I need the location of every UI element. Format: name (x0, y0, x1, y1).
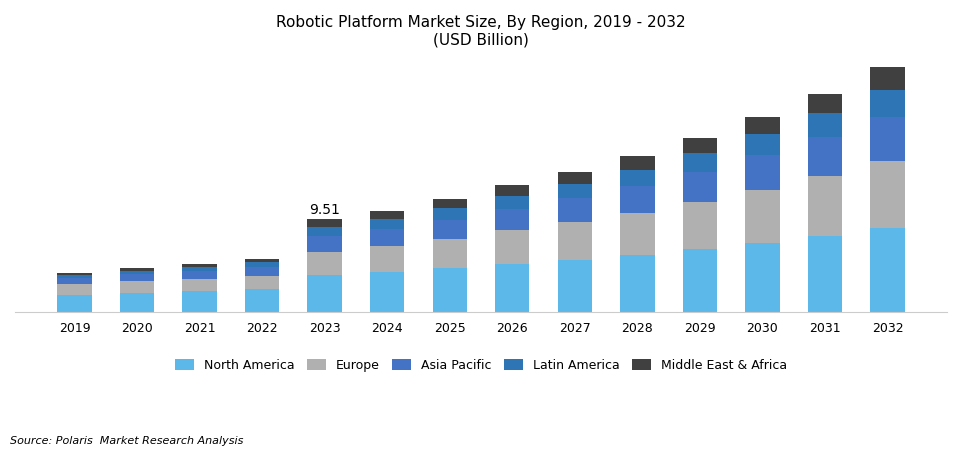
Bar (370, 211, 404, 219)
Bar (370, 219, 404, 229)
Bar (245, 262, 279, 267)
Bar (58, 273, 91, 274)
Bar (245, 289, 279, 312)
Bar (432, 220, 466, 239)
Bar (870, 117, 903, 161)
Bar (620, 186, 653, 213)
Bar (495, 265, 529, 312)
Bar (682, 249, 716, 312)
Bar (58, 284, 91, 295)
Bar (308, 236, 341, 252)
Bar (557, 260, 591, 312)
Bar (432, 199, 466, 208)
Bar (557, 172, 591, 184)
Bar (495, 209, 529, 230)
Bar (432, 268, 466, 312)
Bar (620, 213, 653, 255)
Bar (807, 235, 841, 312)
Bar (495, 230, 529, 265)
Bar (682, 171, 716, 202)
Bar (58, 278, 91, 284)
Bar (245, 259, 279, 262)
Bar (807, 113, 841, 137)
Bar (682, 153, 716, 171)
Bar (495, 196, 529, 209)
Bar (745, 155, 778, 189)
Legend: North America, Europe, Asia Pacific, Latin America, Middle East & Africa: North America, Europe, Asia Pacific, Lat… (170, 354, 791, 377)
Bar (807, 94, 841, 113)
Bar (183, 271, 216, 279)
Bar (620, 156, 653, 170)
Bar (870, 90, 903, 117)
Bar (745, 135, 778, 155)
Bar (245, 275, 279, 289)
Bar (870, 161, 903, 228)
Bar (120, 274, 154, 281)
Bar (745, 243, 778, 312)
Bar (682, 202, 716, 249)
Bar (183, 291, 216, 312)
Bar (745, 189, 778, 243)
Bar (308, 275, 341, 312)
Bar (308, 219, 341, 227)
Bar (495, 185, 529, 196)
Bar (370, 246, 404, 272)
Bar (870, 228, 903, 312)
Bar (308, 227, 341, 236)
Bar (870, 67, 903, 90)
Bar (183, 264, 216, 267)
Bar (58, 295, 91, 312)
Bar (370, 229, 404, 246)
Bar (183, 267, 216, 271)
Bar (432, 208, 466, 220)
Bar (370, 272, 404, 312)
Bar (807, 176, 841, 235)
Bar (807, 137, 841, 176)
Bar (120, 281, 154, 292)
Bar (183, 279, 216, 291)
Bar (120, 292, 154, 312)
Bar (745, 117, 778, 135)
Bar (120, 268, 154, 270)
Text: 9.51: 9.51 (308, 203, 340, 217)
Bar (557, 222, 591, 260)
Bar (432, 239, 466, 268)
Bar (58, 274, 91, 278)
Bar (308, 252, 341, 275)
Bar (620, 170, 653, 186)
Bar (245, 267, 279, 275)
Text: Source: Polaris  Market Research Analysis: Source: Polaris Market Research Analysis (10, 436, 243, 446)
Bar (620, 255, 653, 312)
Title: Robotic Platform Market Size, By Region, 2019 - 2032
(USD Billion): Robotic Platform Market Size, By Region,… (276, 15, 685, 47)
Bar (557, 198, 591, 222)
Bar (120, 270, 154, 274)
Bar (682, 138, 716, 153)
Bar (557, 184, 591, 198)
